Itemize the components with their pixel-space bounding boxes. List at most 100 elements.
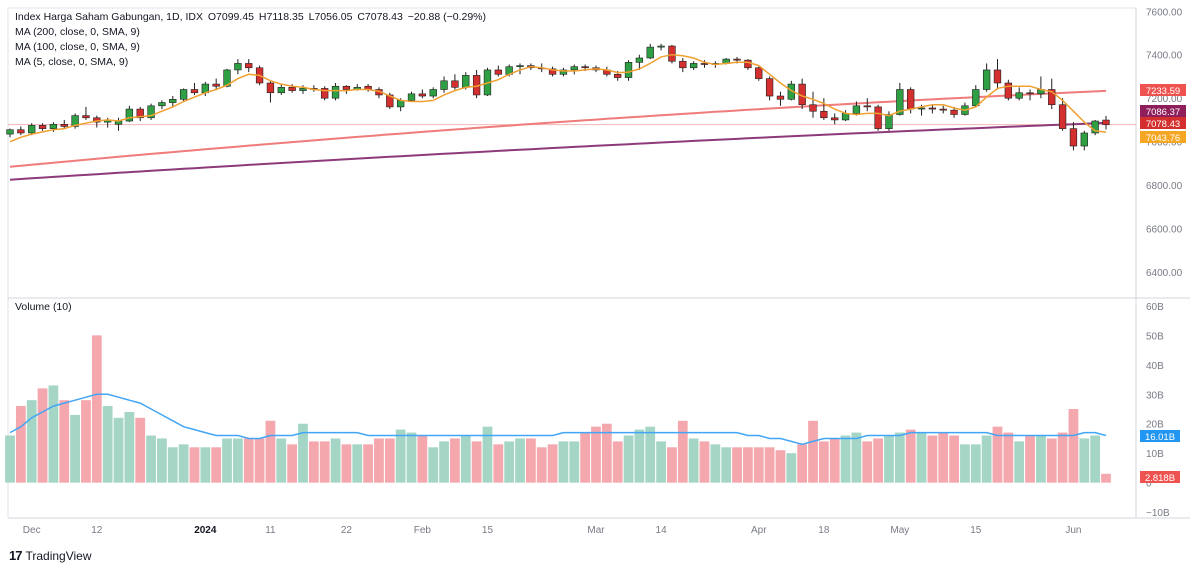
candle-body [863,105,871,108]
candle-body [733,58,741,61]
candle-body [831,117,839,121]
volume-bar [1014,441,1025,483]
volume-bar [656,441,666,483]
candle-body [917,107,926,110]
ohlc-low: L7056.05 [308,11,353,23]
volume-bar [873,438,884,483]
volume-bar [840,435,851,483]
volume-bar [1068,409,1079,483]
volume-tick-label: 10B [1146,449,1164,460]
candle-body [38,125,47,129]
candle-body [993,69,1002,84]
price-label-box [1140,105,1186,117]
time-tick-label: 14 [656,525,668,536]
time-tick-label: 15 [970,525,982,536]
volume-bar [395,429,406,483]
volume-bar [797,444,808,483]
candle-body [386,94,394,108]
volume-bar [298,423,308,483]
ma200-line [9,121,1107,181]
candle-body [136,108,144,119]
candle-body [559,69,568,75]
volume-bar [764,447,775,483]
ohlc-close: C7078.43 [357,11,403,23]
volume-bar [417,435,428,483]
volume-bar [808,420,818,483]
volume-bar [460,435,471,483]
volume-bar [211,447,222,483]
price-tick-label: 6400.00 [1146,268,1183,279]
time-tick-label: Jun [1065,525,1081,536]
candle-body [60,123,68,127]
volume-bar [1025,435,1035,483]
volume-bar [330,438,341,483]
price-label-box [1140,84,1186,96]
volume-bar [1046,438,1057,483]
volume-bar [677,420,688,483]
volume-bar [450,438,460,483]
volume-bar [732,447,742,483]
candle-body [49,123,58,129]
ma200-legend[interactable]: MA (200, close, 0, SMA, 9) [15,26,140,38]
volume-bar [1090,435,1101,483]
volume-bar [178,444,189,483]
volume-bar [243,438,254,483]
volume-bar [916,432,927,483]
volume-bar [721,447,732,483]
volume-bar [222,438,232,483]
volume-bar [189,447,200,483]
candle-body [125,108,134,122]
volume-bar [645,426,656,483]
volume-bar [753,447,764,483]
candle-body [635,57,644,63]
time-tick-label: Apr [751,525,767,536]
volume-bar [591,426,601,483]
volume-bar [81,400,91,483]
ohlc-change: −20.88 (−0.29%) [407,11,487,23]
candle-body [1015,92,1023,99]
time-tick-label: 15 [482,525,494,536]
volume-bar [970,444,981,483]
time-tick-label: Feb [414,525,432,536]
candle-body [169,98,177,103]
volume-bar [547,444,558,483]
volume-bar [938,432,949,483]
volume-bar [265,420,276,483]
candle-body [407,93,416,101]
volume-legend[interactable]: Volume (10) [15,301,72,313]
candle-body [462,75,470,88]
volume-bar [124,411,135,483]
ma100-legend[interactable]: MA (100, close, 0, SMA, 9) [15,41,140,53]
candle-body [907,89,915,110]
candle-body [245,63,253,69]
time-tick-label: Dec [23,525,41,536]
candle-body [581,66,589,69]
candle-body [755,67,763,79]
volume-bar [146,435,156,483]
volume-bar [949,435,959,483]
volume-label-box [1140,471,1180,483]
candle-body [820,110,828,119]
volume-bar [710,444,721,483]
candle-body [1004,82,1013,99]
ma5-legend[interactable]: MA (5, close, 0, SMA, 9) [15,56,129,68]
volume-bar [493,444,504,483]
volume-bar [59,400,70,483]
ma5-line [9,53,1107,143]
ma100-line [9,89,1107,168]
candle-body [668,45,676,62]
symbol-legend: Index Harga Saham Gabungan, 1D, IDX O709… [15,11,488,23]
volume-bar [102,406,113,483]
symbol-title: Index Harga Saham Gabungan, 1D, IDX [15,11,203,23]
volume-bar [786,453,797,483]
candle-body [288,87,296,91]
tradingview-logo-icon: 17 [9,548,23,563]
candle-body [516,65,524,67]
candle-body [158,102,166,107]
tradingview-brand[interactable]: 17 TradingView [9,548,92,563]
candle-body [234,63,242,71]
volume-bar [91,335,102,483]
volume-bar [634,429,645,483]
